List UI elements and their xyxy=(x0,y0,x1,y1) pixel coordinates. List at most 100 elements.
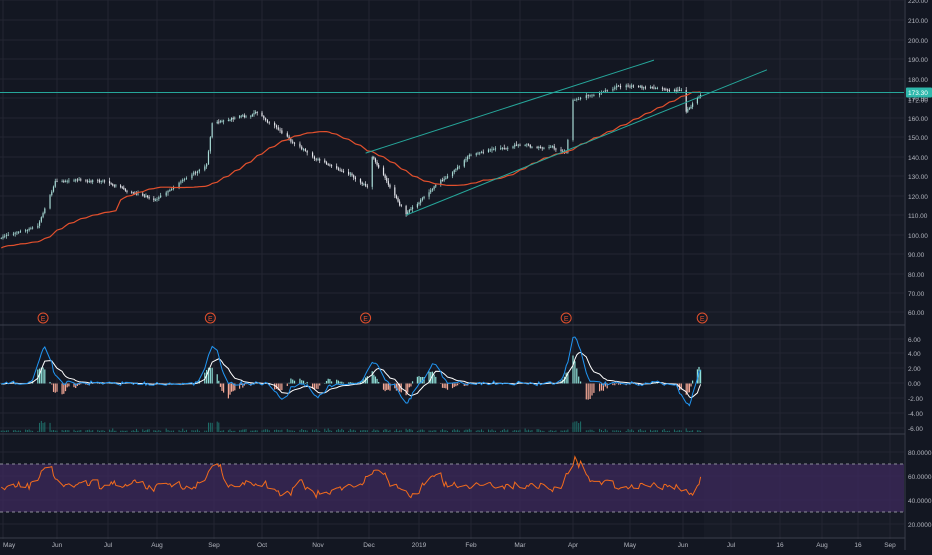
macd-histogram-bar xyxy=(416,376,418,384)
price-tick-label: 170.00 xyxy=(908,96,928,103)
trend-channel-line[interactable] xyxy=(365,59,655,154)
volume-bar xyxy=(158,430,160,432)
volume-bar xyxy=(517,430,519,432)
candle-body xyxy=(218,121,220,123)
candle-body xyxy=(265,118,267,121)
volume-bar xyxy=(698,430,700,432)
earnings-marker[interactable] xyxy=(204,312,216,324)
macd-tick-label: 4.00 xyxy=(908,351,921,358)
candle-body xyxy=(253,113,255,115)
volume-bar xyxy=(223,430,225,432)
volume-bar xyxy=(373,429,375,432)
volume-bar xyxy=(668,430,670,432)
macd-histogram-bar xyxy=(78,383,80,386)
candle-body xyxy=(97,180,99,182)
earnings-marker[interactable] xyxy=(560,312,572,324)
candle-body xyxy=(191,174,193,179)
volume-bar xyxy=(16,430,18,432)
volume-bar xyxy=(61,429,63,432)
volume-bar xyxy=(567,429,569,432)
candle-body xyxy=(261,112,263,117)
volume-bar xyxy=(416,430,418,432)
macd-histogram-bar xyxy=(279,383,281,391)
volume-bar xyxy=(519,429,521,432)
macd-histogram-bar xyxy=(245,383,247,385)
volume-bar xyxy=(443,430,445,432)
volume-bar xyxy=(700,430,702,432)
candle-body xyxy=(148,197,150,199)
volume-bar xyxy=(28,429,30,432)
candle-body xyxy=(363,184,365,185)
volume-bar xyxy=(92,430,94,432)
volume-bar xyxy=(576,421,578,432)
volume-bar xyxy=(39,422,41,432)
macd-histogram-bar xyxy=(585,383,587,400)
candle-body xyxy=(593,95,595,96)
candle-body xyxy=(87,180,89,182)
volume-bar xyxy=(667,430,669,432)
macd-histogram-bar xyxy=(234,383,236,391)
candle-body xyxy=(142,193,144,196)
candle-body xyxy=(673,89,676,92)
volume-bar xyxy=(303,430,305,432)
candle-body xyxy=(428,192,430,197)
candle-body xyxy=(329,164,331,166)
volume-bar xyxy=(687,430,689,432)
candle-body xyxy=(131,191,133,193)
time-tick-label: Nov xyxy=(312,542,324,549)
macd-histogram-bar xyxy=(277,383,279,391)
macd-histogram-bar xyxy=(229,383,231,395)
volume-bar xyxy=(371,430,373,432)
earnings-marker[interactable] xyxy=(37,312,49,324)
macd-histogram-bar xyxy=(567,372,569,384)
candle-body xyxy=(585,95,587,98)
earnings-marker[interactable] xyxy=(360,312,372,324)
candle-body xyxy=(26,230,28,232)
volume-bar xyxy=(354,430,356,432)
volume-bar xyxy=(606,430,608,432)
earnings-marker[interactable] xyxy=(696,312,708,324)
candle-body xyxy=(229,119,231,121)
volume-bar xyxy=(363,429,365,432)
candle-body xyxy=(193,172,195,175)
volume-bar xyxy=(102,430,104,432)
candle-body xyxy=(351,173,353,176)
candle-body xyxy=(384,174,386,178)
macd-histogram-bar xyxy=(336,379,338,384)
volume-bar xyxy=(680,430,682,432)
volume-bar xyxy=(261,430,263,432)
candle-body xyxy=(239,116,241,118)
rsi-pane[interactable] xyxy=(0,455,904,513)
macd-histogram-bar xyxy=(453,383,455,387)
candle-body xyxy=(453,170,455,173)
candle-body xyxy=(690,106,692,109)
candle-body xyxy=(242,115,244,117)
candle-body xyxy=(625,85,627,88)
trend-channel-line[interactable] xyxy=(405,69,768,216)
volume-bar xyxy=(73,429,75,432)
volume-bar xyxy=(599,428,601,432)
macd-histogram-bar xyxy=(281,383,283,391)
candle-body xyxy=(687,109,689,112)
candle-body xyxy=(489,149,491,151)
candle-body xyxy=(293,142,296,144)
macd-tick-label: -6.00 xyxy=(908,426,923,433)
macd-histogram-bar xyxy=(63,383,65,394)
volume-bar xyxy=(336,430,338,432)
candle-body xyxy=(576,99,578,101)
volume-bar xyxy=(85,430,87,432)
candle-body xyxy=(550,146,552,148)
macd-histogram-bar xyxy=(299,378,301,384)
macd-pane[interactable] xyxy=(0,336,702,432)
volume-bar xyxy=(100,430,102,432)
volume-bar xyxy=(329,430,331,432)
volume-bar xyxy=(143,430,145,432)
volume-bar xyxy=(591,429,593,432)
volume-bar xyxy=(165,428,167,432)
macd-histogram-bar xyxy=(614,383,616,386)
axes: 220.00210.00200.00190.00180.00170.00160.… xyxy=(3,0,932,550)
macd-histogram-bar xyxy=(359,381,362,384)
